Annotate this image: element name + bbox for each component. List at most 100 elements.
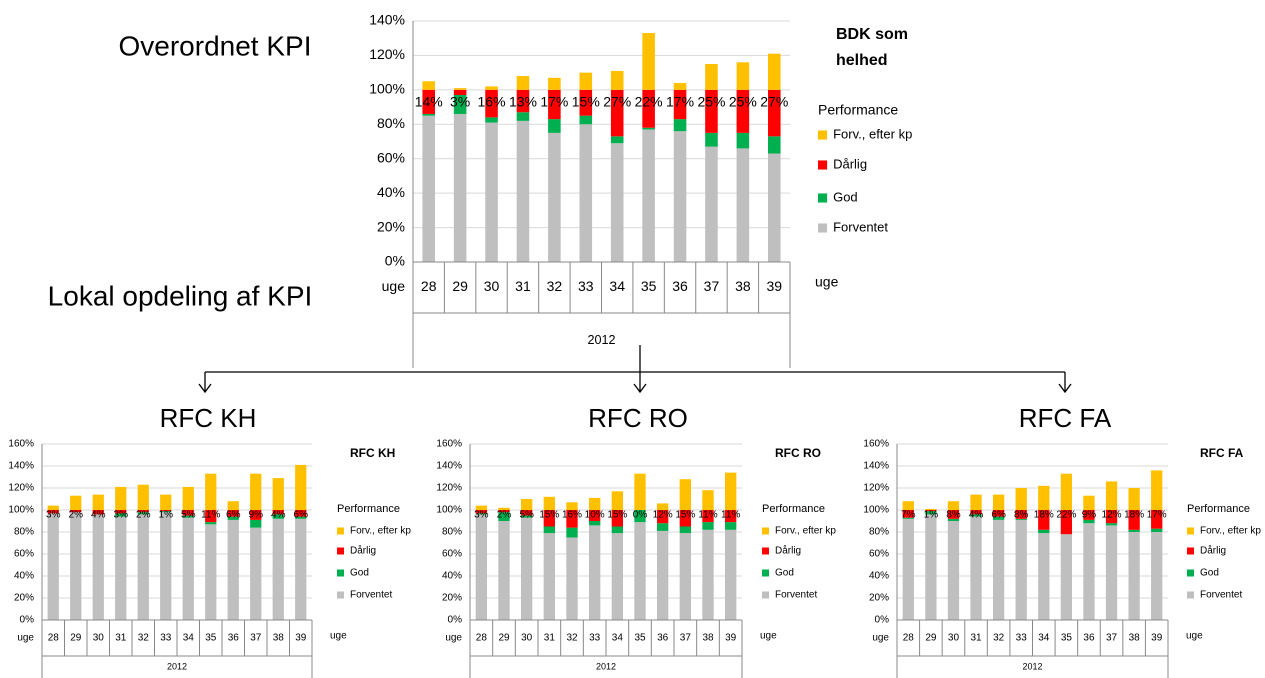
data-label: 2% xyxy=(497,510,512,521)
x-tick-label: 35 xyxy=(641,278,657,294)
bar-segment xyxy=(1105,525,1118,620)
y-tick-label: 120% xyxy=(436,483,462,494)
legend-swatch xyxy=(337,527,344,535)
legend-label: Forv., efter kp xyxy=(775,526,836,537)
x-tick-label: 31 xyxy=(544,633,556,644)
bar-segment xyxy=(768,89,781,137)
bar-segment xyxy=(422,113,435,116)
bar-segment xyxy=(902,517,914,519)
legend-label: Forv., efter kp xyxy=(833,126,912,141)
bar-segment xyxy=(768,153,781,262)
y-tick-label: 20% xyxy=(869,593,889,604)
bar-segment xyxy=(925,508,937,510)
legend-swatch xyxy=(1187,527,1194,535)
bar-segment xyxy=(1083,495,1095,510)
bar-segment xyxy=(1105,523,1118,526)
data-label: 3% xyxy=(114,510,129,521)
legend-swatch xyxy=(818,130,828,140)
x-tick-label: 28 xyxy=(48,633,60,644)
bar-segment xyxy=(725,510,737,523)
y-tick-label: 140% xyxy=(8,461,34,472)
bar-segment xyxy=(566,527,578,538)
x-tick-label: 38 xyxy=(273,633,285,644)
data-label: 18% xyxy=(1124,510,1144,521)
bar-segment xyxy=(657,523,669,531)
x-tick-label: 33 xyxy=(578,278,594,294)
bar-segment xyxy=(543,496,555,510)
bar-segment xyxy=(642,89,655,128)
data-label: 10% xyxy=(585,510,605,521)
bar-segment xyxy=(611,510,623,527)
bar-segment xyxy=(970,510,982,515)
bar-segment xyxy=(521,499,533,510)
bar-segment xyxy=(498,521,510,620)
bar-segment xyxy=(485,86,498,90)
legend-label: Forventet xyxy=(775,590,817,601)
bar-segment xyxy=(970,514,982,517)
data-label: 3% xyxy=(474,510,489,521)
bar-segment xyxy=(498,507,510,510)
y-tick-label: 160% xyxy=(8,439,34,450)
x-tick-label: 33 xyxy=(589,633,601,644)
bar-segment xyxy=(579,72,593,90)
data-label: 17% xyxy=(1147,510,1167,521)
data-label: 4% xyxy=(271,510,286,521)
bar-segment xyxy=(589,510,601,521)
x-tick-label: 28 xyxy=(421,278,437,294)
bar-segment xyxy=(736,89,750,133)
x-tick-label: 37 xyxy=(250,633,262,644)
x-tick-label: 34 xyxy=(183,633,195,644)
bar-segment xyxy=(205,510,217,523)
bar-segment xyxy=(679,510,691,527)
bar-segment xyxy=(543,526,555,534)
bar-segment xyxy=(925,510,937,512)
bar-segment xyxy=(516,120,530,262)
data-label: 1% xyxy=(159,510,174,521)
bar-segment xyxy=(566,510,578,528)
bar-segment xyxy=(160,511,172,513)
y-tick-label: 20% xyxy=(442,593,462,604)
bar-segment xyxy=(1038,533,1050,620)
bar-segment xyxy=(70,512,82,620)
data-label: 11% xyxy=(721,510,740,521)
data-label: 0% xyxy=(633,510,648,521)
bar-segment xyxy=(925,511,937,515)
y-tick-label: 0% xyxy=(875,615,890,626)
bar-segment xyxy=(611,526,623,534)
data-label: 6% xyxy=(991,510,1006,521)
bar-segment xyxy=(521,517,533,620)
bar-segment xyxy=(92,494,104,510)
bar-segment xyxy=(272,518,284,620)
legend-swatch xyxy=(1187,591,1194,599)
bar-segment xyxy=(548,77,561,90)
bar-segment xyxy=(589,521,601,526)
data-label: 3% xyxy=(46,510,61,521)
bar-segment xyxy=(634,510,646,523)
x-tick-label: 30 xyxy=(484,278,500,294)
bar-segment xyxy=(1060,534,1073,620)
bar-segment xyxy=(272,510,284,515)
legend-swatch xyxy=(1187,569,1194,577)
x-tick-label: 37 xyxy=(704,278,720,294)
bar-segment xyxy=(137,514,149,620)
legend-swatch xyxy=(818,160,828,170)
bar-segment xyxy=(516,112,530,121)
chart-heading: RFC KH xyxy=(160,403,257,433)
bar-segment xyxy=(1083,519,1095,524)
bar-segment xyxy=(422,115,435,262)
bar-segment xyxy=(925,514,937,620)
x-tick-label: 34 xyxy=(1038,633,1050,644)
x-tick-label: 36 xyxy=(228,633,240,644)
data-label: 15% xyxy=(539,510,559,521)
legend-swatch xyxy=(762,527,769,535)
data-label: 2% xyxy=(69,510,84,521)
x-tick-label: 28 xyxy=(903,633,915,644)
bar-segment xyxy=(579,124,593,263)
bar-segment xyxy=(702,529,714,620)
data-label: 7% xyxy=(901,510,916,521)
bar-segment xyxy=(992,494,1005,510)
bar-segment xyxy=(1015,488,1027,510)
bar-segment xyxy=(182,515,194,518)
bar-segment xyxy=(1151,470,1163,510)
legend-label: Forv., efter kp xyxy=(1200,526,1261,537)
